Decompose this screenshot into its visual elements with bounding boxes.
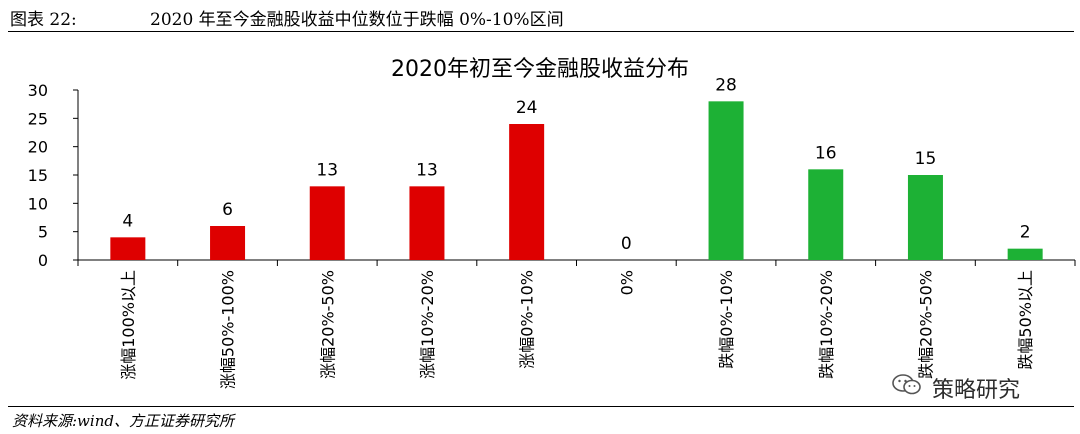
bar bbox=[409, 186, 445, 260]
bar bbox=[808, 169, 844, 260]
data-label: 16 bbox=[815, 143, 837, 163]
bar bbox=[309, 186, 345, 260]
x-tick-labels: 涨幅100%以上 涨幅50%-100% 涨幅20%-50% 涨幅10%-20% 涨幅0%… bbox=[119, 270, 1035, 389]
y-tick-label: 0 bbox=[38, 251, 48, 270]
bar bbox=[1007, 248, 1043, 260]
y-tick-label: 10 bbox=[28, 194, 48, 213]
data-labels: 4 6 13 13 24 0 28 16 15 2 bbox=[122, 75, 1030, 254]
bar bbox=[110, 237, 146, 260]
x-tick-label: 跌幅0%-10% bbox=[717, 270, 736, 369]
x-tick-label: 跌幅50%以上 bbox=[1016, 270, 1035, 370]
x-tick-label: 涨幅10%-20% bbox=[418, 270, 437, 379]
x-tick-label: 跌幅20%-50% bbox=[916, 270, 935, 379]
bar bbox=[210, 226, 246, 260]
y-tick-label: 30 bbox=[28, 81, 48, 100]
figure-header: 图表 22: 2020 年至今金融股收益中位数位于跌幅 0%-10%区间 bbox=[0, 0, 1080, 31]
figure-title: 2020 年至今金融股收益中位数位于跌幅 0%-10%区间 bbox=[150, 10, 564, 30]
x-axis bbox=[77, 259, 1076, 266]
bar-chart: 2020年初至今金融股收益分布 0 5 10 15 20 25 30 4 6 13 13 24 0 28… bbox=[28, 57, 1076, 389]
data-label: 24 bbox=[516, 98, 538, 118]
bar bbox=[509, 124, 545, 260]
y-tick-label: 15 bbox=[28, 166, 48, 185]
data-label: 6 bbox=[222, 200, 233, 220]
wechat-icon bbox=[892, 374, 921, 395]
chart-title: 2020年初至今金融股收益分布 bbox=[391, 57, 689, 82]
y-axis: 0 5 10 15 20 25 30 bbox=[28, 81, 79, 270]
figure-label: 图表 22: bbox=[10, 10, 77, 30]
bars bbox=[110, 101, 1043, 260]
watermark-text: 策略研究 bbox=[932, 378, 1021, 403]
x-tick-label: 涨幅0%-10% bbox=[518, 270, 537, 369]
bottom-rule bbox=[8, 406, 1074, 407]
watermark: 策略研究 bbox=[892, 370, 1052, 403]
data-label: 13 bbox=[416, 160, 438, 180]
data-label: 4 bbox=[122, 211, 133, 231]
x-tick-label: 涨幅20%-50% bbox=[318, 270, 337, 379]
data-label: 13 bbox=[316, 160, 338, 180]
x-tick-label: 0% bbox=[617, 270, 636, 295]
data-label: 2 bbox=[1020, 223, 1031, 243]
y-tick-label: 5 bbox=[38, 223, 48, 242]
x-tick-label: 跌幅10%-20% bbox=[817, 270, 836, 379]
y-tick-label: 25 bbox=[28, 109, 48, 128]
x-tick-label: 涨幅100%以上 bbox=[119, 270, 138, 380]
x-tick-label: 涨幅50%-100% bbox=[219, 270, 238, 389]
bar bbox=[708, 101, 744, 260]
top-rule bbox=[8, 31, 1074, 32]
y-tick-label: 20 bbox=[28, 138, 48, 157]
source-note: 资料来源:wind、方正证券研究所 bbox=[12, 412, 234, 430]
data-label: 0 bbox=[621, 234, 632, 254]
bar bbox=[907, 175, 943, 260]
data-label: 15 bbox=[915, 149, 937, 169]
data-label: 28 bbox=[715, 75, 737, 95]
